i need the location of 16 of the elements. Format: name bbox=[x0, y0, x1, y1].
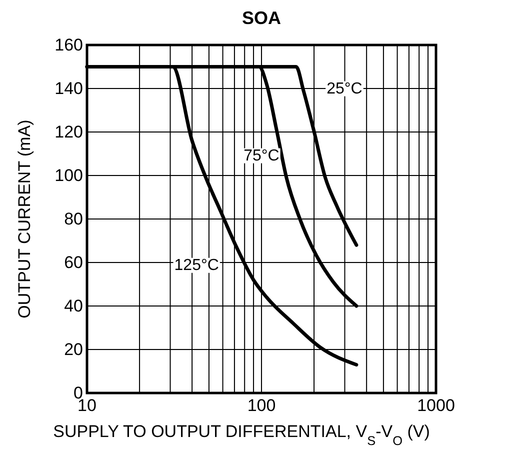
series-label: 25°C bbox=[326, 80, 362, 98]
y-tick-label: 20 bbox=[64, 340, 83, 359]
x-tick-label: 1000 bbox=[417, 396, 455, 416]
y-tick-label: 160 bbox=[54, 35, 83, 54]
y-tick-label: 100 bbox=[54, 166, 83, 185]
series-label: 125°C bbox=[174, 256, 219, 274]
y-tick-label: 40 bbox=[64, 296, 83, 316]
x-tick-label: 100 bbox=[247, 396, 276, 416]
y-axis-title: OUTPUT CURRENT (mA) bbox=[15, 120, 34, 318]
y-tick-label: 80 bbox=[64, 209, 83, 228]
x-axis-title: SUPPLY TO OUTPUT DIFFERENTIAL, V$_{S}$-V$_{O}$ (V) bbox=[53, 422, 430, 448]
y-tick-label: 120 bbox=[54, 122, 83, 142]
y-tick-label: 60 bbox=[64, 252, 83, 272]
y-tick-label: 140 bbox=[54, 78, 83, 98]
chart-title: SOA bbox=[242, 8, 282, 28]
series-label: 75°C bbox=[244, 147, 280, 164]
